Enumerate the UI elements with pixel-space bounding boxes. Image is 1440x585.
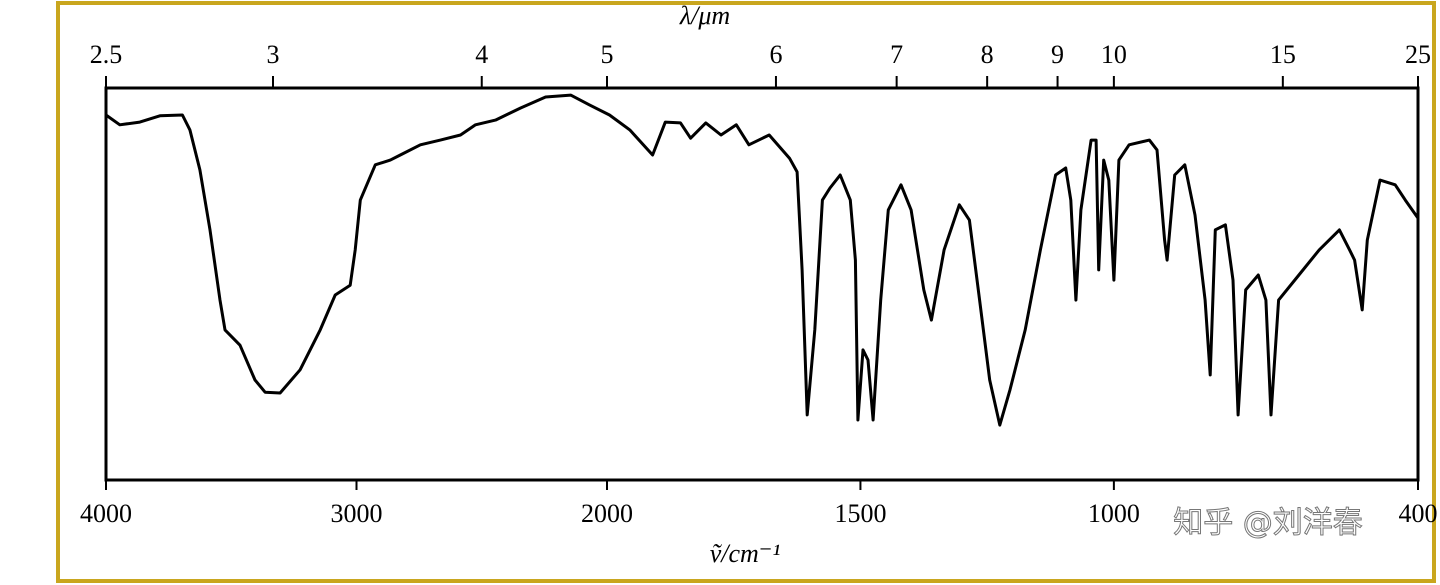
x-tick-label: 1500 — [834, 499, 886, 528]
watermark: 知乎 @刘洋春 — [1173, 506, 1363, 541]
x2-tick-label: 4 — [475, 40, 488, 69]
x-tick-label: 400 — [1399, 499, 1438, 528]
x2-tick-label: 8 — [981, 40, 994, 69]
x2-tick-label: 15 — [1270, 40, 1296, 69]
x-tick-label: 4000 — [80, 499, 132, 528]
x-tick-label: 3000 — [331, 499, 383, 528]
x-tick-label: 1000 — [1088, 499, 1140, 528]
spectrum-line — [105, 93, 1420, 427]
x2-tick-label: 2.5 — [90, 40, 123, 69]
x2-tick-label: 6 — [769, 40, 782, 69]
x2-tick-label: 9 — [1051, 40, 1064, 69]
frame — [56, 1, 1436, 583]
x2-axis-label: λ/μm — [679, 1, 730, 30]
x2-tick-label: 7 — [890, 40, 903, 69]
x2-tick-label: 25 — [1405, 40, 1431, 69]
x-tick-label: 2000 — [581, 499, 633, 528]
x2-tick-label: 10 — [1101, 40, 1127, 69]
x-axis-label: ṽ/cm⁻¹ — [710, 539, 781, 568]
x2-tick-label: 3 — [267, 40, 280, 69]
plot-frame — [104, 86, 1420, 482]
x2-tick-label: 5 — [601, 40, 614, 69]
